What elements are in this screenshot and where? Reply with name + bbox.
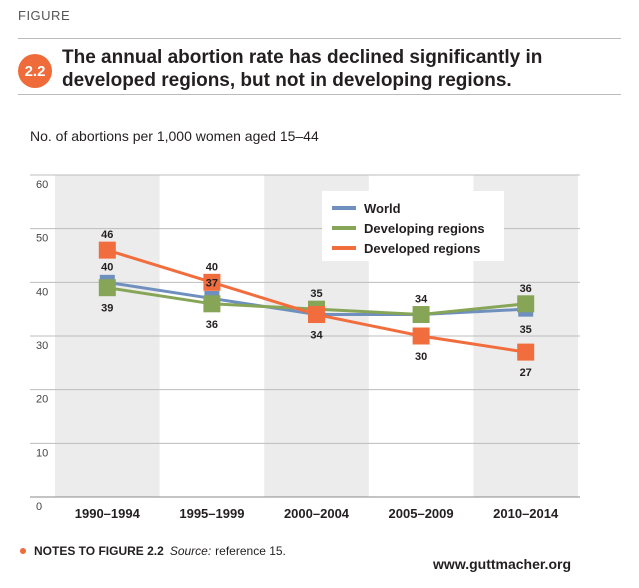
- data-label: 35: [310, 288, 322, 300]
- y-tick-label: 20: [36, 394, 48, 406]
- data-label: 27: [520, 367, 532, 379]
- y-tick-label: 10: [36, 447, 48, 459]
- data-point-marker: [98, 241, 116, 259]
- header-rule-top: [18, 38, 621, 39]
- data-label: 30: [415, 351, 427, 363]
- y-tick-label: 40: [36, 286, 48, 298]
- x-tick-label: 2005–2009: [389, 506, 454, 521]
- y-tick-label: 50: [36, 233, 48, 245]
- x-tick-label: 1995–1999: [179, 506, 244, 521]
- y-tick-label: 30: [36, 340, 48, 352]
- data-point-marker: [517, 343, 535, 361]
- data-label: 36: [206, 319, 218, 331]
- data-label: 35: [520, 324, 532, 336]
- data-label: 37: [206, 277, 218, 289]
- data-label: 40: [206, 261, 218, 273]
- bullet-icon: [20, 548, 26, 554]
- data-point-marker: [203, 273, 221, 291]
- figure-label: FIGURE: [18, 8, 71, 23]
- x-tick-label: 1990–1994: [75, 506, 141, 521]
- y-axis-title: No. of abortions per 1,000 women aged 15…: [30, 128, 319, 144]
- x-tick-label: 2000–2004: [284, 506, 350, 521]
- website-url[interactable]: www.guttmacher.org: [433, 556, 571, 572]
- legend-entry: Developing regions: [364, 221, 485, 236]
- data-label: 34: [415, 294, 428, 306]
- header-rule-bottom: [18, 94, 621, 95]
- data-point-marker: [98, 279, 116, 297]
- figure-title: The annual abortion rate has declined si…: [62, 47, 543, 91]
- data-label: 34: [310, 330, 323, 342]
- y-tick-label: 0: [36, 501, 42, 513]
- x-tick-label: 2010–2014: [493, 506, 559, 521]
- legend-entry: World: [364, 201, 401, 216]
- data-label: 46: [101, 229, 113, 241]
- data-point-marker: [308, 306, 325, 324]
- notes-label[interactable]: NOTES TO FIGURE 2.2: [34, 544, 164, 558]
- figure-number-badge: 2.2: [18, 54, 52, 88]
- line-chart: 0 10 20 30 40 50 60 1990–1994 1995–1999 2000–2004…: [30, 174, 580, 521]
- notes-line: NOTES TO FIGURE 2.2 Source: reference 15…: [20, 544, 286, 558]
- data-label: 39: [101, 303, 113, 315]
- data-point-marker: [203, 295, 221, 313]
- source-text: reference 15.: [215, 544, 286, 558]
- y-tick-label: 60: [36, 179, 48, 191]
- data-label: 40: [101, 261, 113, 273]
- source-label: Source:: [169, 544, 212, 558]
- data-label: 36: [520, 283, 532, 295]
- data-point-marker: [517, 295, 535, 313]
- legend-entry: Developed regions: [364, 241, 480, 256]
- data-point-marker: [412, 306, 430, 324]
- data-point-marker: [412, 327, 430, 345]
